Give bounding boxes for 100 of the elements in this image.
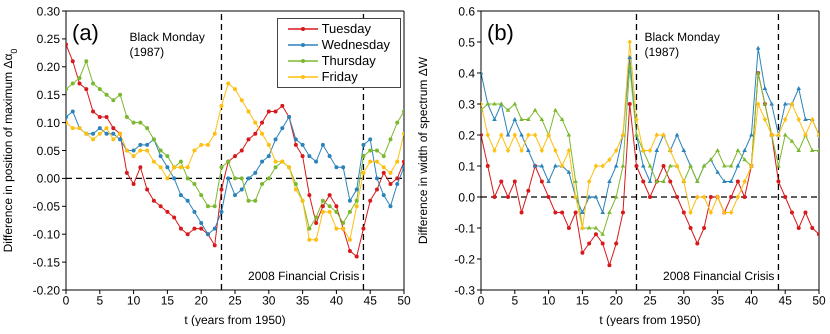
- y-tick-label: -0.2: [454, 252, 476, 266]
- y-tick-label: -0.10: [32, 227, 60, 242]
- point: [546, 179, 551, 183]
- point: [98, 132, 102, 136]
- point: [70, 59, 75, 64]
- point: [165, 210, 170, 214]
- point: [762, 86, 768, 90]
- point: [722, 164, 727, 168]
- point: [749, 132, 754, 136]
- point: [260, 182, 264, 186]
- point: [540, 180, 544, 184]
- point: [607, 210, 612, 214]
- point: [553, 108, 558, 112]
- point: [334, 210, 338, 214]
- point: [695, 242, 700, 246]
- point: [104, 92, 109, 97]
- y-tick-label: 0.5: [458, 35, 476, 50]
- point: [736, 194, 740, 200]
- point: [253, 170, 258, 175]
- y-tick-label: 0.10: [36, 116, 60, 130]
- point: [368, 148, 372, 152]
- point: [682, 210, 686, 214]
- point: [260, 120, 264, 125]
- point: [782, 102, 788, 106]
- point: [382, 165, 386, 170]
- point: [634, 116, 639, 122]
- point: [178, 160, 183, 164]
- point: [152, 198, 156, 203]
- point: [688, 226, 693, 230]
- point: [715, 148, 720, 152]
- point: [796, 116, 801, 122]
- point: [158, 148, 163, 152]
- point: [648, 195, 652, 199]
- point: [328, 154, 332, 158]
- point: [138, 165, 142, 170]
- point: [334, 165, 338, 170]
- x-tick-label: 20: [194, 294, 208, 308]
- point: [124, 170, 129, 175]
- point: [274, 160, 278, 164]
- point: [492, 117, 497, 121]
- x-tick-label: 40: [330, 294, 344, 308]
- point: [600, 242, 605, 246]
- point: [668, 164, 673, 168]
- point: [762, 116, 768, 122]
- y-tick-label: 0.4: [458, 66, 476, 80]
- point: [206, 204, 210, 208]
- point: [226, 176, 230, 180]
- point: [152, 160, 156, 164]
- point: [796, 226, 801, 230]
- point: [206, 142, 210, 147]
- point: [520, 210, 524, 214]
- point: [519, 117, 524, 121]
- point: [756, 101, 760, 107]
- x-tick-label: 10: [542, 294, 556, 308]
- point: [219, 210, 224, 214]
- point: [519, 132, 524, 136]
- x-tick-label: 20: [610, 294, 624, 308]
- point: [158, 165, 163, 170]
- point: [722, 179, 727, 183]
- point: [648, 148, 652, 154]
- y-axis-title: Difference in width of spectrum ΔW: [416, 56, 430, 244]
- y-tick-label: 0.2: [458, 128, 476, 142]
- point: [782, 132, 788, 136]
- point: [790, 210, 794, 214]
- point: [104, 115, 109, 120]
- point: [594, 194, 598, 198]
- point: [145, 142, 150, 147]
- point: [266, 109, 271, 114]
- point: [132, 182, 136, 186]
- point: [395, 182, 400, 186]
- point: [192, 148, 196, 152]
- y-tick-label: 0.0: [458, 190, 476, 204]
- point: [294, 137, 298, 142]
- point: [158, 154, 163, 158]
- point: [492, 148, 497, 154]
- point: [132, 154, 136, 158]
- point: [240, 98, 244, 102]
- ref-line-label: 2008 Financial Crisis: [248, 269, 360, 283]
- point: [361, 170, 366, 175]
- x-tick-label: 0: [62, 294, 70, 308]
- point: [796, 148, 802, 152]
- point: [702, 194, 706, 200]
- x-tick-label: 5: [511, 294, 518, 308]
- legend-label: Wednesday: [322, 37, 390, 53]
- y-tick-label: 0.3: [458, 97, 476, 112]
- point: [132, 148, 136, 152]
- point: [178, 165, 183, 170]
- point: [736, 148, 740, 152]
- point: [648, 179, 652, 183]
- point: [627, 55, 632, 59]
- point: [776, 180, 780, 184]
- point: [91, 137, 96, 142]
- point: [84, 59, 88, 64]
- point: [682, 148, 686, 152]
- point: [260, 160, 264, 164]
- point: [199, 226, 204, 231]
- point: [132, 120, 136, 125]
- point: [586, 226, 592, 230]
- point: [388, 182, 392, 186]
- point: [499, 180, 504, 184]
